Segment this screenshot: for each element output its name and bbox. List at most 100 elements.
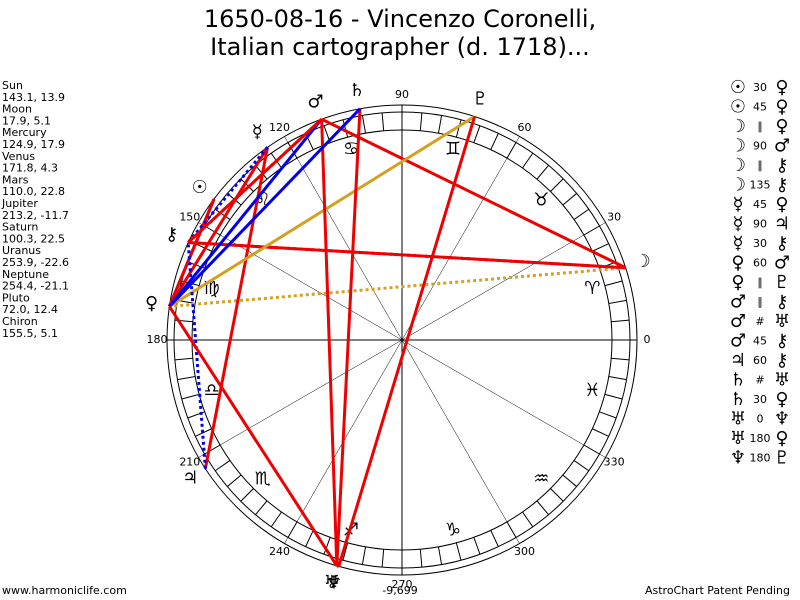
planet-name: Uranus (2, 244, 41, 257)
sign: ♎ (204, 380, 220, 401)
tick (592, 428, 609, 437)
degree-label: 270 (392, 578, 413, 591)
degree-label: 30 (607, 211, 621, 224)
tick (611, 319, 630, 323)
tick (214, 208, 231, 220)
tick (181, 393, 200, 400)
aspect-type: ∥ (757, 296, 763, 309)
aspect-a: ♄ (730, 370, 746, 391)
aspect-a: ☽ (730, 136, 746, 157)
planet-glyph: ♆ (326, 573, 342, 594)
planet-glyph: ♇ (472, 88, 488, 109)
degree-label: 240 (269, 545, 290, 558)
aspect-type: 60 (753, 354, 767, 367)
degree-label: 150 (179, 211, 200, 224)
planet-pos: 124.9, 17.9 (2, 138, 65, 151)
degree-label: 90 (395, 88, 409, 101)
tick (573, 208, 590, 220)
aspect-line (187, 118, 323, 244)
tick (240, 178, 254, 192)
aspect-type: 180 (750, 452, 771, 465)
aspect-a: ♅ (730, 428, 746, 449)
aspect-a: ♂ (730, 331, 746, 352)
planet-glyph: ♄ (349, 80, 365, 101)
aspect-b: ⚷ (775, 155, 788, 176)
aspect-b: ♀ (775, 194, 788, 215)
aspect-b: ♂ (774, 136, 790, 157)
tick (342, 542, 349, 561)
tick (608, 375, 627, 381)
aspect-a: ☿ (732, 233, 743, 254)
planet-pos: 171.8, 4.3 (2, 162, 58, 175)
aspect-a: ☿ (732, 214, 743, 235)
title-line: Italian cartographer (d. 1718)... (210, 33, 590, 61)
aspect-type: 90 (753, 140, 767, 153)
planet-glyph: ☽ (635, 251, 651, 272)
tick (536, 165, 549, 180)
tick (361, 115, 367, 134)
tick (437, 115, 443, 134)
planet-pos: 100.3, 22.5 (2, 232, 65, 245)
aspect-a: ☽ (730, 175, 746, 196)
sign: ♊ (445, 139, 461, 160)
aspect-line (320, 119, 339, 566)
aspect-b: ♅ (774, 311, 790, 332)
tick (608, 299, 627, 305)
tick (177, 375, 196, 381)
aspect-type: ∥ (757, 159, 763, 172)
tick (342, 119, 349, 138)
aspect-type: 30 (753, 393, 767, 406)
tick (361, 546, 367, 565)
planet-name: Saturn (2, 221, 38, 234)
tick (455, 119, 462, 138)
aspect-b: ⚷ (775, 350, 788, 371)
planet-glyph: ☉ (192, 177, 208, 198)
planet-pos: 110.0, 22.8 (2, 185, 65, 198)
planet-name: Pluto (2, 291, 30, 304)
sign: ♉ (533, 190, 549, 211)
planet-pos: 253.9, -22.6 (2, 256, 69, 269)
tick (604, 393, 623, 400)
planet-pos: 254.4, -21.1 (2, 280, 69, 293)
aspect-a: ☉ (730, 97, 746, 118)
aspect-b: ⚷ (775, 292, 788, 313)
planet-pos: 143.1, 13.9 (2, 91, 65, 104)
sign: ♓ (584, 380, 600, 401)
tick (490, 530, 499, 547)
degree-label: 330 (604, 456, 625, 469)
aspect-a: ♃ (730, 350, 746, 371)
degree-label: 120 (269, 121, 290, 134)
tick (270, 511, 282, 528)
degree-label: 180 (147, 333, 168, 346)
aspect-b: ♇ (774, 448, 790, 469)
tick (195, 243, 212, 252)
aspect-a: ☽ (730, 116, 746, 137)
aspect-line (168, 115, 476, 308)
aspect-a: ☉ (730, 77, 746, 98)
tick (381, 112, 385, 131)
tick (323, 537, 331, 555)
planet-name: Neptune (2, 268, 49, 281)
tick (174, 357, 193, 361)
degree-label: 210 (179, 456, 200, 469)
title-line: 1650-08-16 - Vincenzo Coronelli, (204, 5, 596, 33)
planet-pos: 72.0, 12.4 (2, 303, 58, 316)
tick (473, 537, 481, 555)
tick (490, 133, 499, 150)
aspect-b: ⚷ (775, 331, 788, 352)
sign: ♒ (533, 468, 549, 489)
tick (562, 474, 577, 487)
aspect-b: ♅ (774, 370, 790, 391)
aspect-type: 30 (753, 81, 767, 94)
aspect-line (168, 198, 216, 308)
aspect-b: ♀ (775, 428, 788, 449)
sign: ♏ (255, 468, 271, 489)
aspect-a: ♅ (730, 409, 746, 430)
tick (604, 280, 623, 287)
tick (592, 243, 609, 252)
aspect-type: ∥ (757, 120, 763, 133)
aspect-line (168, 107, 362, 308)
tick (522, 511, 534, 528)
aspect-type: 90 (753, 218, 767, 231)
